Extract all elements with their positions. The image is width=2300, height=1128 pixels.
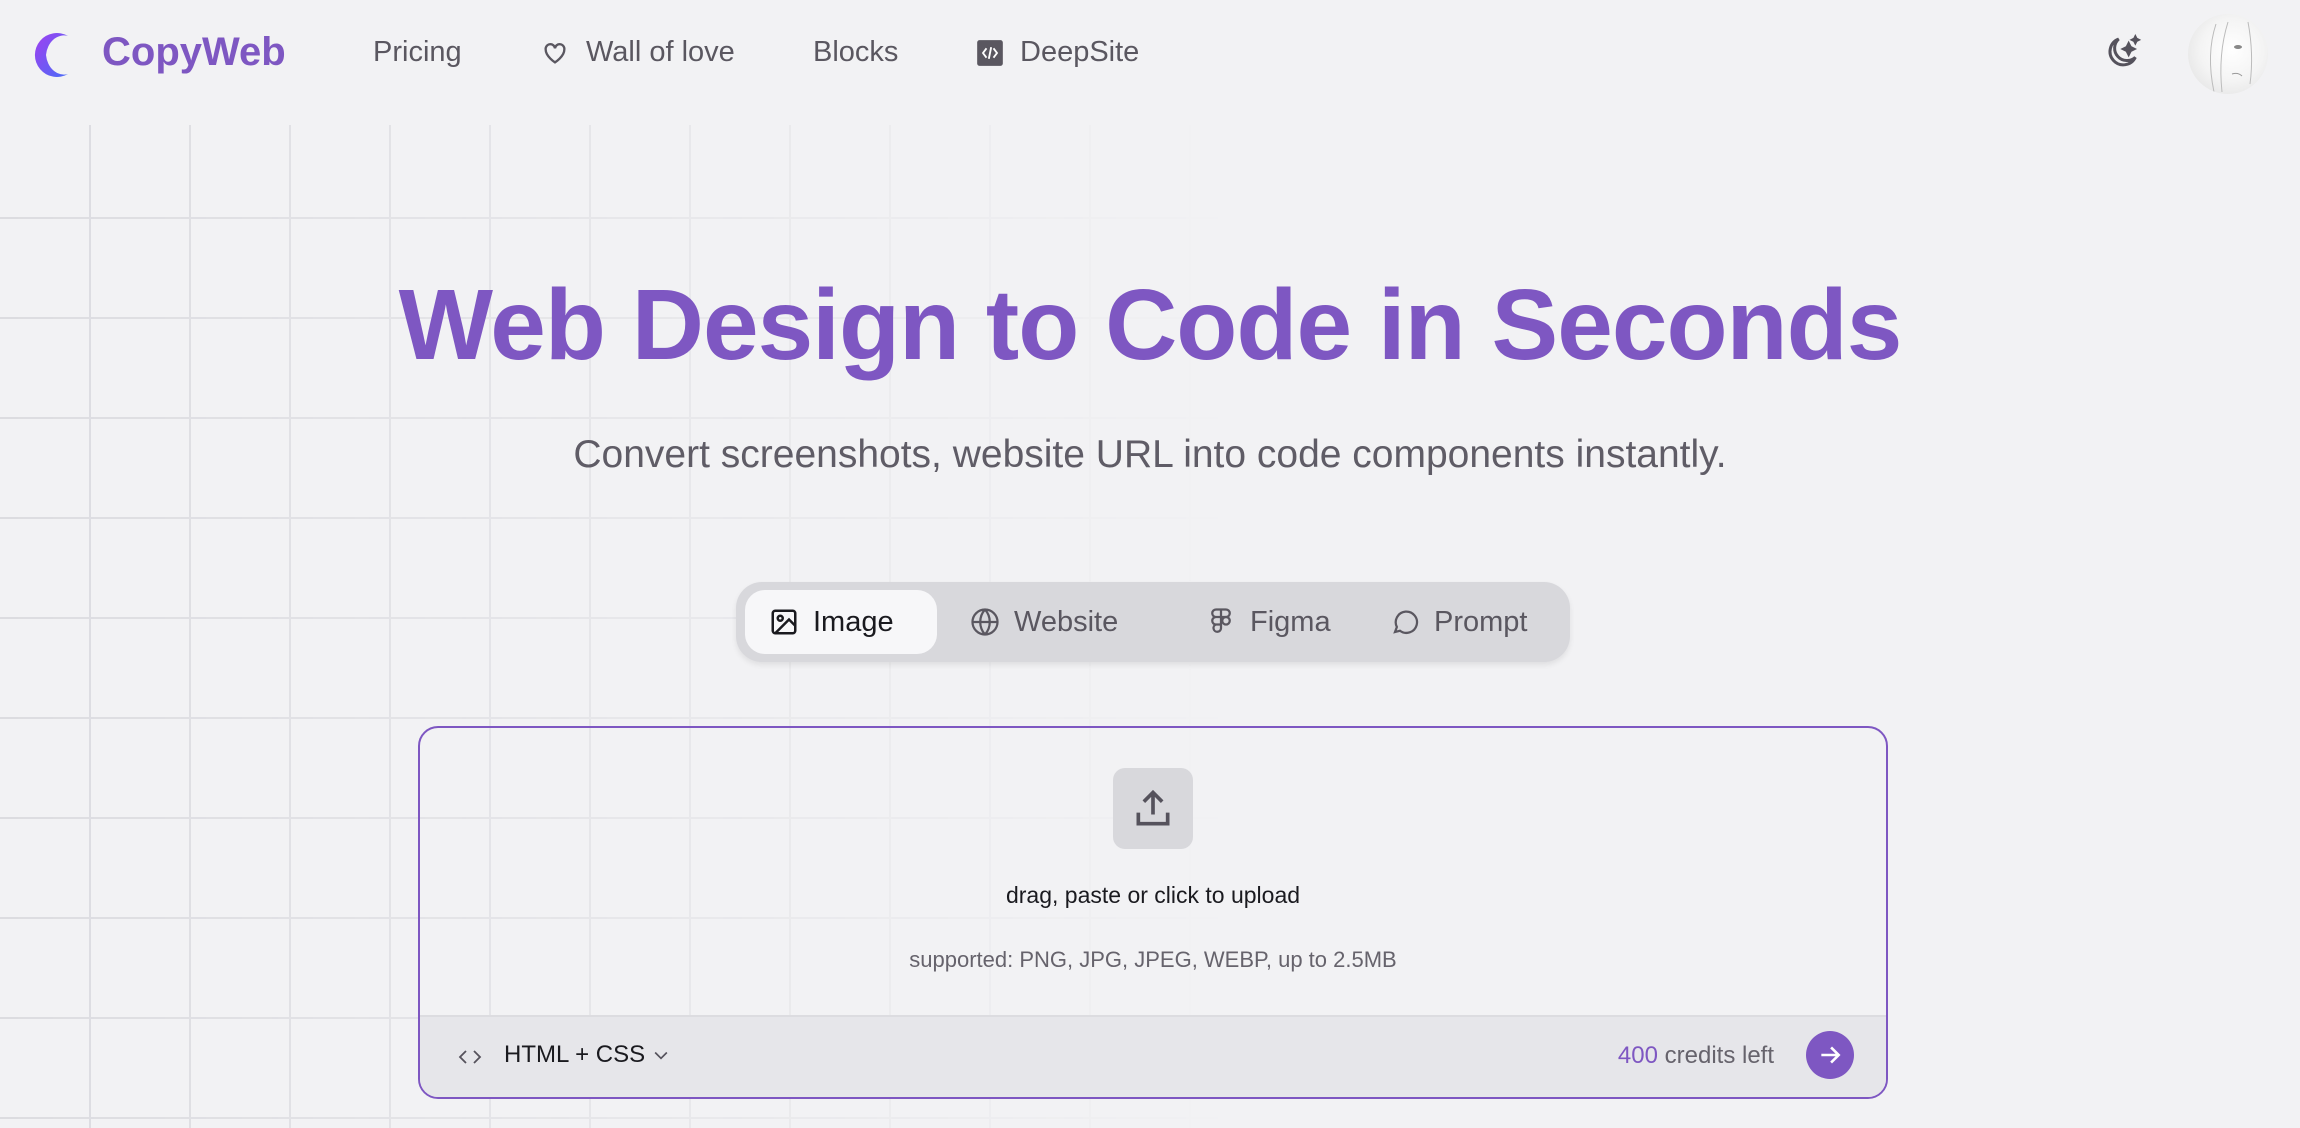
hero-subtitle: Convert screenshots, website URL into co…: [573, 433, 1727, 476]
upload-dropzone[interactable]: drag, paste or click to upload supported…: [418, 726, 1888, 1099]
credits-count: 400: [1617, 1042, 1658, 1069]
code-icon: [458, 1050, 482, 1064]
image-icon: [771, 609, 797, 635]
moon-stars-icon[interactable]: [2102, 34, 2142, 74]
framework-value: HTML + CSS: [504, 1041, 646, 1068]
nav-wall-of-love[interactable]: Wall of love: [540, 36, 735, 69]
upload-icon: [1136, 789, 1170, 825]
nav-blocks[interactable]: Blocks: [813, 36, 898, 69]
tab-website-label: Website: [1014, 605, 1119, 638]
hero-title: Web Design to Code in Seconds: [398, 269, 1903, 381]
nav-pricing[interactable]: Pricing: [373, 36, 462, 69]
upload-footer: HTML + CSS 400 credits left: [420, 1015, 1886, 1097]
chat-bubble-icon: [1393, 610, 1419, 634]
upload-button[interactable]: [1113, 768, 1193, 849]
top-nav: CopyWeb Pricing Wall of love Blocks Deep…: [0, 0, 2300, 110]
supported-formats: supported: PNG, JPG, JPEG, WEBP, up to 2…: [909, 947, 1397, 972]
heart-icon: [544, 42, 566, 64]
credits-remaining: 400 credits left: [1618, 1042, 1774, 1070]
submit-button[interactable]: [1806, 1031, 1854, 1079]
tab-figma-label: Figma: [1250, 605, 1331, 638]
tab-prompt[interactable]: Prompt: [1366, 590, 1551, 654]
brand-name[interactable]: CopyWeb: [102, 30, 286, 74]
chevron-down-icon: [654, 1051, 668, 1060]
nav-deepsite-label: DeepSite: [1020, 36, 1140, 68]
nav-wall-of-love-label: Wall of love: [586, 36, 735, 68]
nav-deepsite[interactable]: DeepSite: [976, 36, 1139, 69]
tab-image-label: Image: [813, 605, 894, 638]
code-square-icon: [977, 39, 1003, 66]
tab-image[interactable]: Image: [745, 590, 937, 654]
framework-select[interactable]: HTML + CSS: [504, 1041, 671, 1069]
upload-prompt: drag, paste or click to upload: [1005, 882, 1301, 908]
tab-prompt-label: Prompt: [1434, 605, 1528, 638]
copyweb-logo-icon[interactable]: [28, 28, 78, 82]
tab-figma[interactable]: Figma: [1182, 590, 1355, 654]
input-mode-tabs: Image Website Figma Prompt: [736, 582, 1570, 662]
avatar-sketch-icon: [2209, 21, 2253, 93]
globe-icon: [971, 608, 999, 636]
credits-label: credits left: [1664, 1042, 1774, 1069]
user-avatar[interactable]: [2188, 14, 2268, 94]
nav-pricing-label: Pricing: [373, 36, 462, 68]
figma-icon: [1211, 608, 1231, 633]
tab-website[interactable]: Website: [946, 590, 1142, 654]
arrow-right-icon: [1821, 1046, 1841, 1064]
nav-blocks-label: Blocks: [813, 36, 899, 68]
